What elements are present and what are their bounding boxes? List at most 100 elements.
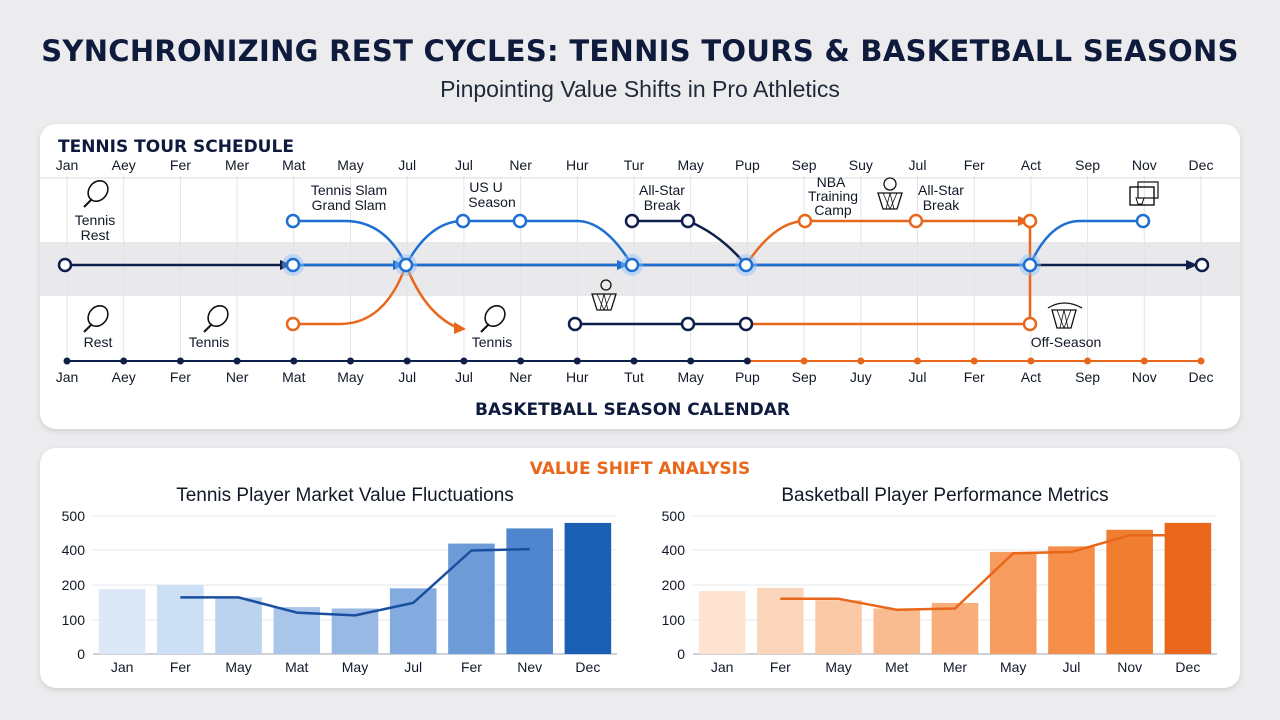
y-tick-label: 400 [662,542,686,558]
timeline-node [680,213,696,229]
tennis-racket-icon [203,304,229,333]
timeline-node [908,213,924,229]
main-track-band [40,242,1240,296]
tennis-rest-label: Tennis Rest [75,212,115,243]
basketball-hoop-icon [877,177,903,210]
y-tick-label: 0 [77,646,85,662]
chart-title: Basketball Player Performance Metrics [781,485,1108,506]
basketball-calendar-heading: BASKETBALL SEASON CALENDAR [475,400,790,420]
timeline-node [1194,257,1210,273]
bottom-month-label: Nov [1132,369,1157,385]
y-tick-label: 100 [62,612,86,628]
timeline-node [1022,257,1038,273]
top-month-label: Jul [909,157,927,173]
timeline-panel: TENNIS TOUR SCHEDULE BASKETBALL SEASON C… [40,124,1240,429]
top-month-label: Dec [1189,157,1214,173]
y-tick-label: 500 [62,508,86,524]
y-tick-label: 100 [662,612,686,628]
top-month-label: Sep [792,157,817,173]
bar [1048,546,1095,654]
rest-label: Rest [84,334,113,350]
timeline-node [1135,213,1151,229]
tennis-label: Tennis [472,334,512,350]
nba-camp-label: NBA Training Camp [808,174,858,218]
bar [698,591,746,654]
bar [389,588,437,654]
calendar-dot [800,357,808,365]
calendar-dot [347,357,354,365]
trend-line [780,534,1188,612]
tennis-schedule-heading: TENNIS TOUR SCHEDULE [58,137,294,157]
y-tick-label: 400 [62,542,86,558]
tennis-slam-label: Tennis Slam Grand Slam [311,182,387,213]
top-month-label: Suy [849,157,873,173]
x-tick-label: Mer [943,659,967,675]
tennis-label: Tennis [189,334,229,350]
calendar-dot [290,357,298,365]
timeline-node [57,257,73,273]
timeline-node [624,257,640,273]
bar [931,602,979,654]
calendar-dot [687,357,695,365]
bar [273,607,321,654]
x-tick-label: Jan [111,659,134,675]
x-tick-label: May [1000,659,1026,675]
basketball-arc [293,264,408,326]
timeline-node [797,213,813,229]
value-charts: VALUE SHIFT ANALYSIS Tennis Player Marke… [62,459,1217,675]
chart-title: Tennis Player Market Value Fluctuations [176,485,514,506]
calendar-dot [233,357,241,365]
bar [815,600,862,654]
bottom-month-label: Aey [112,369,136,385]
top-month-label: Fer [964,157,985,173]
bottom-month-label: May [677,369,703,385]
bottom-month-label: Jul [909,369,927,385]
timeline-node [680,316,696,332]
basketball-metrics-chart: Basketball Player Performance Metrics 0 10… [662,485,1217,675]
top-month-label: Mat [282,157,305,173]
bottom-month-label: May [337,369,363,385]
calendar-dot [63,357,71,365]
bottom-month-label: Tut [624,369,644,385]
calendar-dot [1140,357,1148,365]
bottom-month-label: Sep [792,369,817,385]
bottom-month-label: Dec [1189,369,1214,385]
top-month-label: Pup [735,157,760,173]
arrow-head [454,322,466,334]
calendar-dot [914,357,921,365]
x-tick-label: Dec [1175,659,1200,675]
bar [1164,522,1212,654]
bar [873,608,921,654]
off-season-label: Off-Season [1031,334,1102,350]
y-tick-label: 0 [677,646,685,662]
timeline-node [738,316,754,332]
x-tick-label: Nev [517,659,542,675]
timeline-node [285,257,301,273]
basketball-backboard-icon [1129,181,1159,206]
x-tick-label: May [825,659,851,675]
top-month-label: Mer [225,157,249,173]
basketball-hoop-icon [591,279,617,311]
x-tick-label: Fer [170,659,191,675]
timeline-node [624,213,640,229]
calendar-dot [573,357,581,365]
page-title: SYNCHRONIZING REST CYCLES: TENNIS TOURS … [41,34,1239,68]
bottom-month-label: Act [1021,369,1041,385]
page-subtitle: Pinpointing Value Shifts in Pro Athletic… [440,76,840,102]
x-tick-label: Mat [285,659,308,675]
bottom-month-label: Sep [1075,369,1100,385]
timeline-node [455,213,471,229]
top-month-label: Jul [455,157,473,173]
timeline-node [398,257,414,273]
x-tick-label: Jan [711,659,734,675]
us-season-label: US U Season [468,179,515,210]
top-month-label: Jul [398,157,416,173]
top-month-label: Ner [509,157,532,173]
timeline-node [738,257,754,273]
calendar-dot [1197,357,1205,365]
bottom-month-label: Mat [282,369,305,385]
bar [157,585,204,654]
bar [564,522,612,654]
top-month-label: Nov [1132,157,1157,173]
x-tick-label: Fer [461,659,482,675]
